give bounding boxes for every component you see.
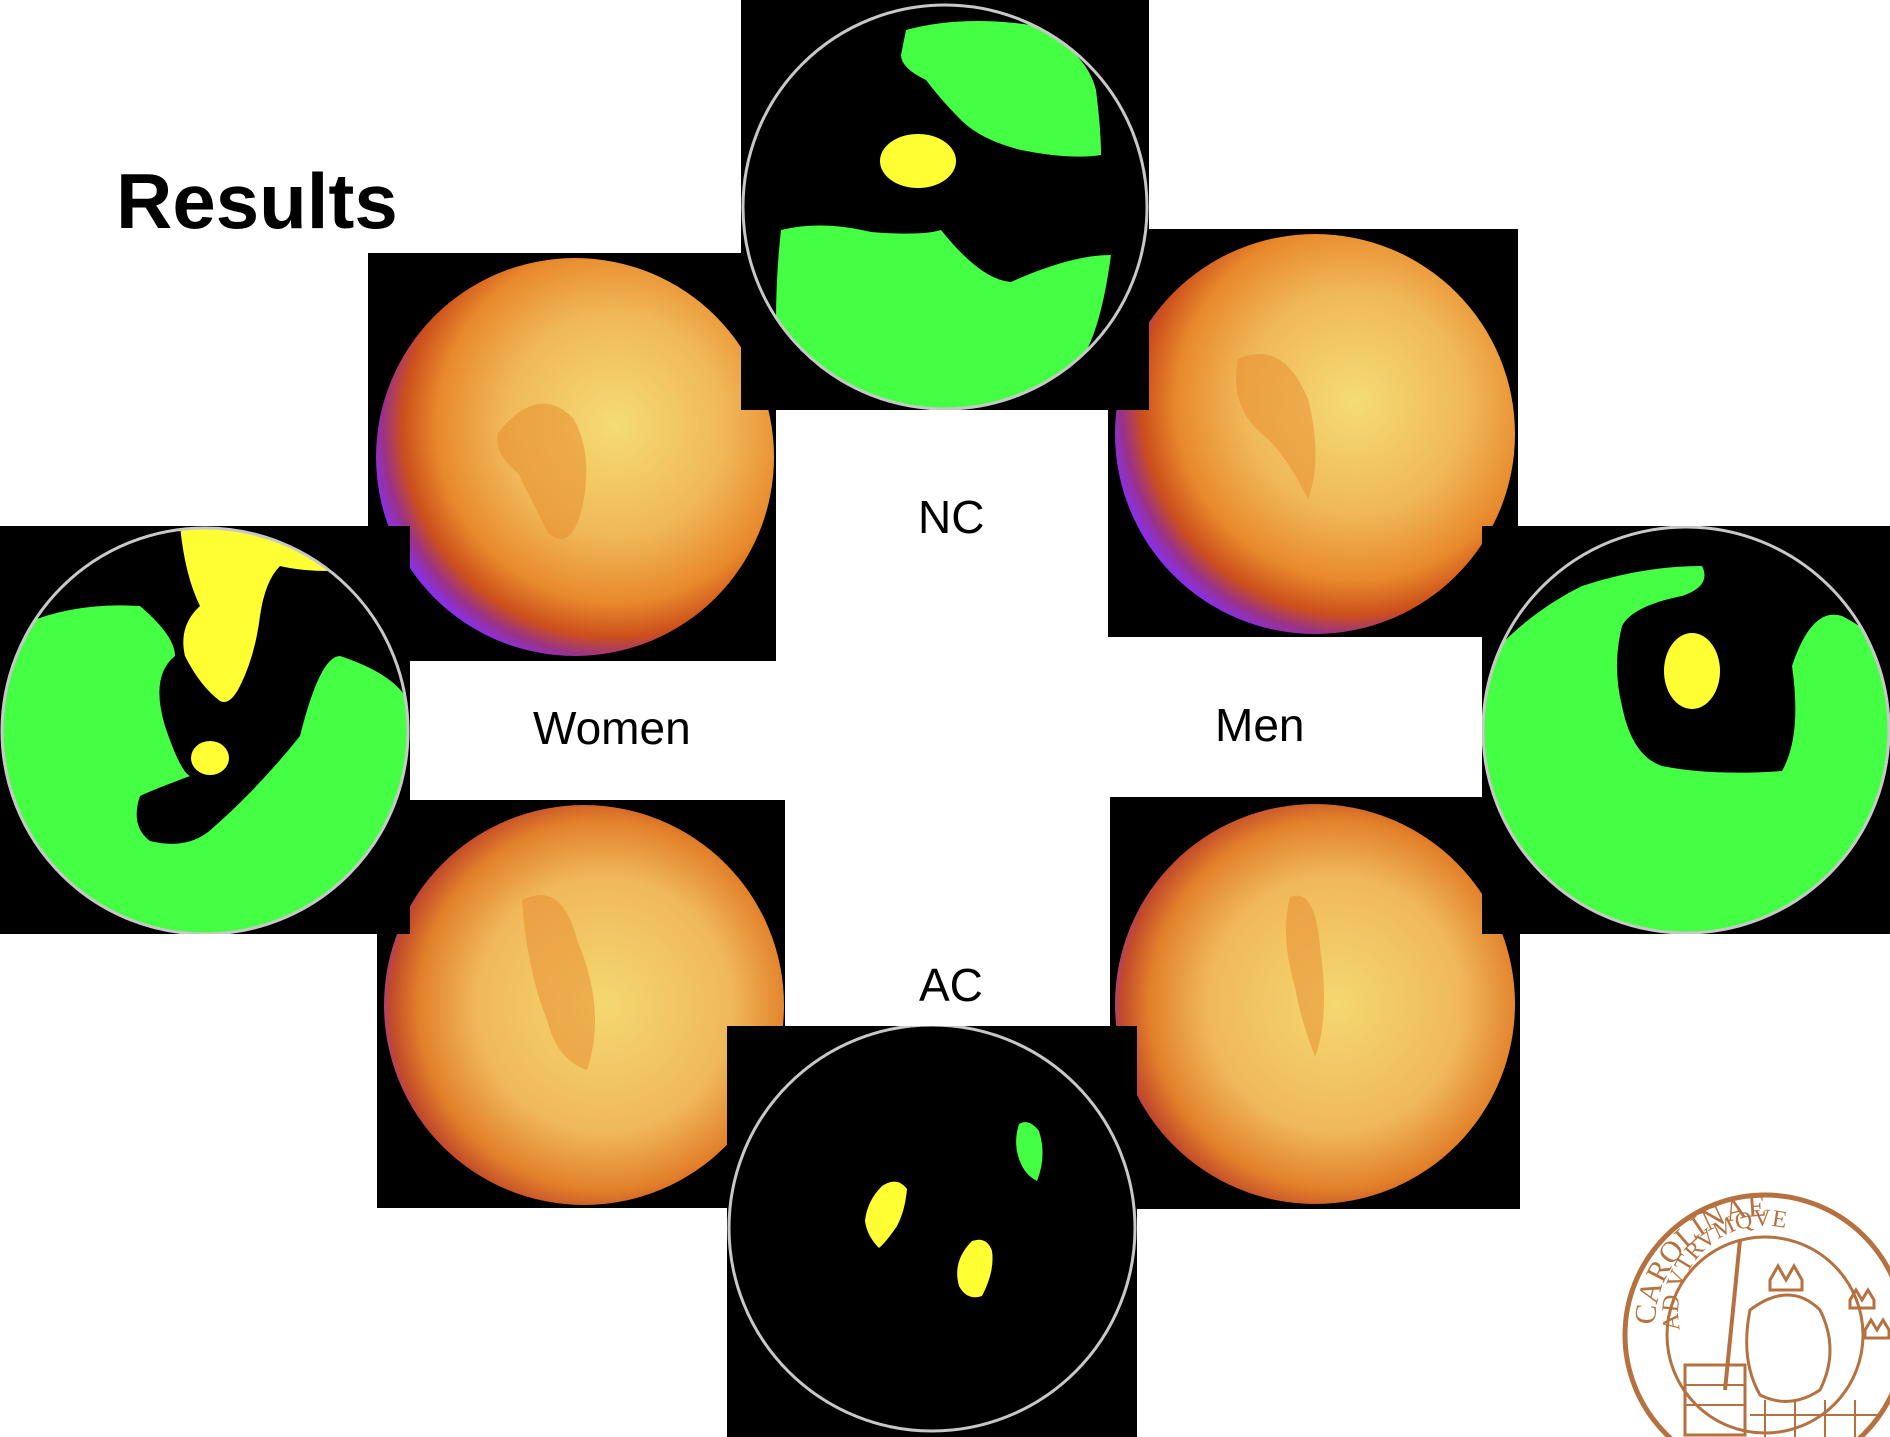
label-nc: NC (918, 491, 985, 543)
university-seal-icon: CAROLINAE AD VTRVMQVE (1600, 1160, 1890, 1437)
difference-map-women (0, 526, 410, 934)
label-women: Women (533, 702, 691, 754)
label-men: Men (1215, 699, 1305, 751)
polar-map-men-ac (1110, 797, 1520, 1209)
difference-map-nc (741, 0, 1149, 410)
polar-map-women-ac (377, 800, 785, 1208)
slide-title: Results (116, 157, 398, 245)
polar-map-women-nc (368, 253, 776, 661)
polar-map-men-nc (1108, 229, 1518, 637)
difference-map-ac (727, 1026, 1137, 1437)
difference-map-men (1482, 526, 1890, 934)
label-ac: AC (919, 959, 983, 1011)
